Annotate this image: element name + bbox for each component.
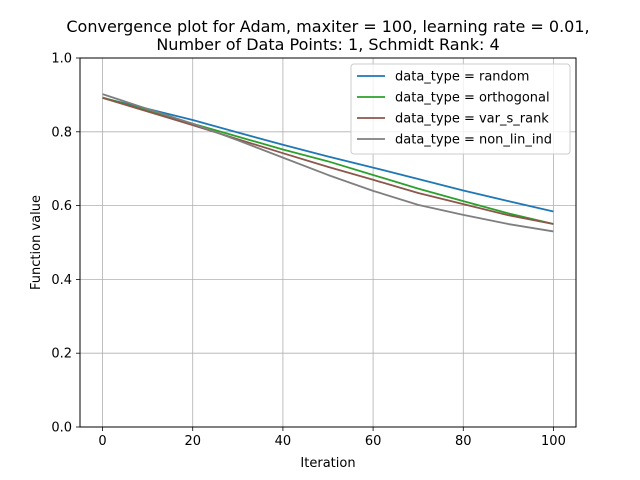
x-tick-label: 20: [184, 434, 201, 449]
plot-frame: [79, 57, 577, 428]
legend-box: [350, 63, 571, 155]
legend-label: data_type = orthogonal: [395, 91, 550, 106]
axis-ticks: 0 20 40 60 80 100 0.0 0.2 0.4 0.6 0.8 1.0: [51, 52, 566, 450]
y-tick-label: 0.4: [51, 273, 72, 288]
x-tick-label: 40: [275, 434, 292, 449]
x-tick-label: 80: [455, 434, 472, 449]
chart-title-line-1: Convergence plot for Adam, maxiter = 100…: [66, 17, 589, 36]
series-line-var-s-rank: [102, 96, 554, 225]
series-line-random: [102, 96, 554, 213]
legend-label: data_type = non_lin_ind: [395, 133, 552, 148]
series-lines: [102, 93, 554, 233]
x-tick-label: 100: [541, 434, 566, 449]
chart-title-line-2: Number of Data Points: 1, Schmidt Rank: …: [156, 35, 499, 54]
legend-label: data_type = var_s_rank: [395, 112, 549, 127]
y-tick-label: 1.0: [51, 52, 72, 67]
legend-label: data_type = random: [395, 70, 529, 85]
y-tick-label: 0.0: [51, 421, 72, 436]
y-tick-label: 0.6: [51, 199, 72, 214]
y-tick-label: 0.2: [51, 347, 72, 362]
y-tick-label: 0.8: [51, 125, 72, 140]
series-line-non-lin-ind: [102, 93, 554, 233]
x-axis-label: Iteration: [300, 456, 355, 471]
y-axis-label: Function value: [29, 195, 44, 290]
legend: data_type = random data_type = orthogonal…: [350, 63, 571, 155]
x-tick-label: 60: [365, 434, 382, 449]
x-tick-label: 0: [98, 434, 106, 449]
